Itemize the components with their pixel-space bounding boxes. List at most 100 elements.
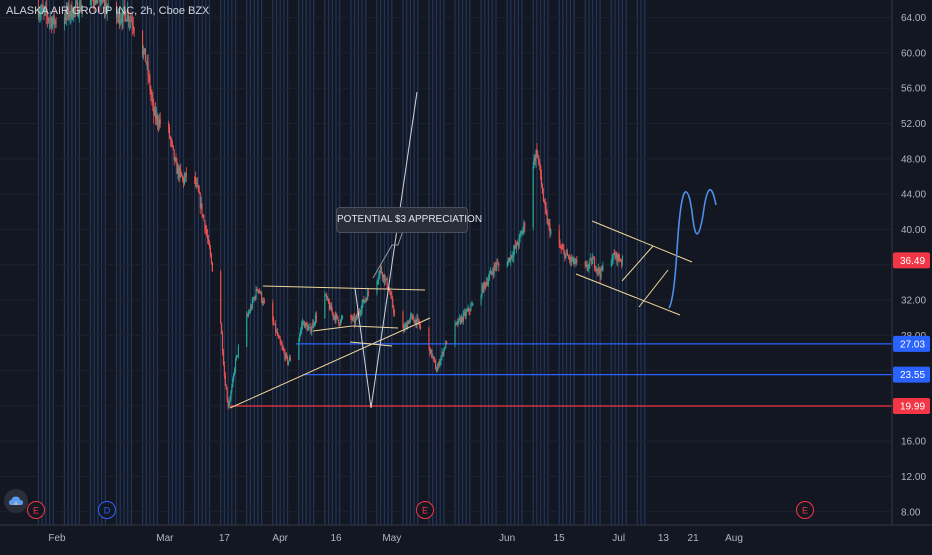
candle-body [533, 166, 534, 227]
candle-body [518, 245, 519, 246]
candle-body [280, 338, 281, 342]
session-stripe [198, 0, 199, 525]
session-stripe [432, 0, 433, 525]
session-stripe [540, 0, 541, 525]
session-stripe [436, 0, 437, 525]
candle-body [441, 357, 442, 361]
candle-body [364, 300, 365, 302]
candle-body [286, 354, 287, 357]
candle-body [611, 263, 612, 266]
candle-body [599, 268, 600, 273]
candle-body [515, 246, 516, 248]
candle-body [207, 235, 208, 240]
candle-body [559, 231, 560, 245]
candle-body [257, 290, 258, 291]
candle-body [521, 233, 522, 234]
session-stripe [127, 0, 128, 525]
candle-body [281, 343, 282, 346]
candle-body [248, 313, 249, 315]
candle-body [252, 300, 253, 308]
candle-body [563, 249, 564, 251]
candle-body [494, 266, 495, 275]
session-stripe [205, 0, 206, 525]
candle-body [419, 323, 420, 326]
candle-body [470, 306, 471, 311]
y-tick-label: 60.00 [901, 48, 926, 59]
candle-body [413, 316, 414, 320]
candle-body [314, 323, 315, 325]
candle-body [311, 328, 312, 332]
level-price-tag-text: 27.03 [900, 339, 925, 350]
session-stripe [105, 0, 106, 525]
session-stripe [417, 0, 418, 525]
candle-body [177, 167, 178, 174]
candle-body [539, 163, 540, 166]
candle-body [572, 260, 573, 261]
symbol-title[interactable]: ALASKA AIR GROUP INC, 2h, Cboe BZX [6, 5, 209, 17]
candle-body [614, 253, 615, 255]
candle-body [548, 223, 549, 225]
session-stripe [618, 0, 619, 525]
session-stripe [335, 0, 336, 525]
session-stripe [626, 0, 627, 525]
candle-body [394, 313, 395, 314]
candle-body [100, 1, 101, 2]
session-stripe [518, 0, 519, 525]
candle-body [180, 169, 181, 173]
session-stripe [175, 0, 176, 525]
session-stripe [250, 0, 251, 525]
y-tick-label: 16.00 [901, 437, 926, 448]
current-price-tag-text: 36.49 [900, 256, 925, 267]
y-tick-label: 44.00 [901, 190, 926, 201]
session-stripe [306, 0, 307, 525]
candle-body [376, 281, 377, 293]
y-tick-label: 40.00 [901, 225, 926, 236]
candle-body [203, 216, 204, 221]
session-stripe [179, 0, 180, 525]
candle-body [298, 339, 299, 360]
candle-body [316, 316, 317, 319]
candle-body [362, 299, 363, 304]
candle-body [168, 123, 169, 127]
candle-body [459, 318, 460, 319]
candle-body [467, 311, 468, 312]
candle-body [261, 292, 262, 301]
candle-body [212, 262, 213, 271]
candle-body [377, 280, 378, 281]
session-stripe [42, 0, 43, 525]
candle-body [431, 350, 432, 357]
candle-body [587, 265, 588, 268]
candle-body [229, 402, 230, 407]
candle-body [232, 379, 233, 387]
candle-body [237, 355, 238, 356]
candle-body [282, 347, 283, 349]
session-stripe [172, 0, 173, 525]
candle-body [337, 316, 338, 320]
session-stripe [481, 0, 482, 525]
session-stripe [79, 0, 80, 525]
event-marker-label: E [33, 506, 39, 516]
candle-body [571, 257, 572, 261]
candle-body [258, 290, 259, 291]
candle-body [359, 312, 360, 313]
candle-body [183, 178, 184, 184]
annotation-callout[interactable]: POTENTIAL $3 APPRECIATION [336, 207, 468, 233]
candle-body [564, 251, 565, 259]
session-stripe [566, 0, 567, 525]
candle-body [534, 158, 535, 166]
candle-body [72, 17, 73, 18]
candle-body [550, 231, 551, 234]
candle-body [618, 255, 619, 259]
candle-body [176, 158, 177, 162]
candle-body [328, 298, 329, 303]
session-stripe [49, 0, 50, 525]
session-stripe [254, 0, 255, 525]
candle-body [561, 247, 562, 248]
session-stripe [90, 0, 91, 525]
candle-body [131, 20, 132, 22]
candle-body [198, 186, 199, 192]
candle-body [169, 128, 170, 138]
candle-body [120, 20, 121, 23]
